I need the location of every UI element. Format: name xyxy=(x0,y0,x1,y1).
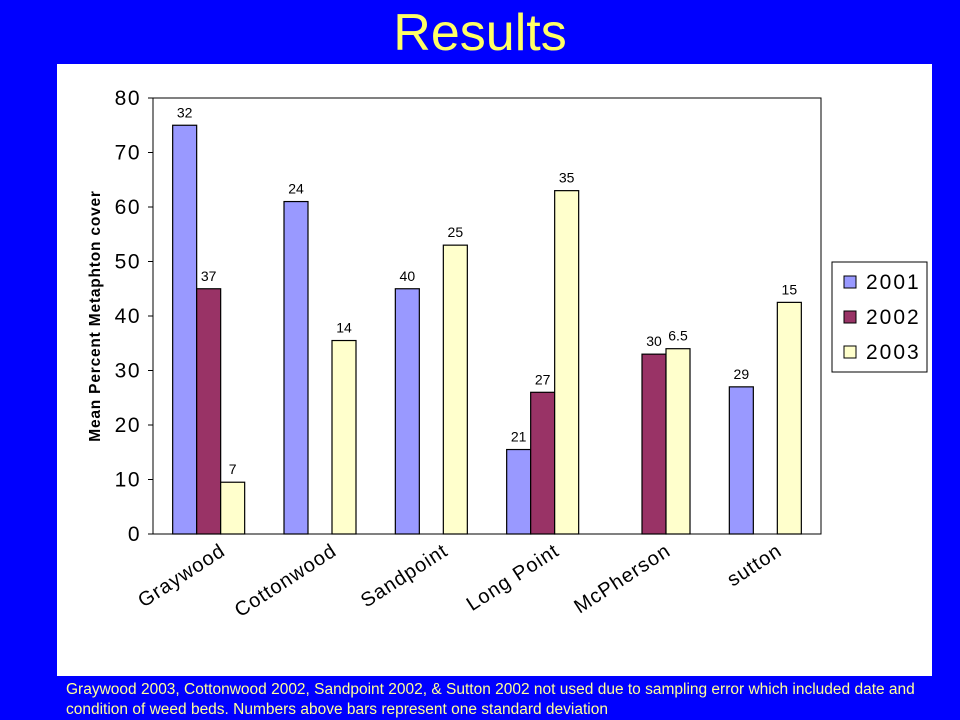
bar-2001 xyxy=(172,124,198,535)
plot-area xyxy=(152,97,822,535)
y-axis-title: Mean Percent Metaphton cover xyxy=(87,190,104,442)
legend-label: 2003 xyxy=(866,341,921,364)
legend-label: 2002 xyxy=(866,306,921,329)
bar-data-label: 29 xyxy=(734,366,750,382)
bar-data-label: 25 xyxy=(448,224,464,240)
bar-data-label: 37 xyxy=(201,268,217,284)
y-tick-label: 80 xyxy=(115,87,141,110)
bar-2003 xyxy=(220,481,246,535)
bar-2003 xyxy=(776,301,802,535)
y-tick-label: 60 xyxy=(115,196,141,219)
bar-2001 xyxy=(506,448,532,535)
bar-data-label: 15 xyxy=(782,281,798,297)
x-category-label: Sandpoint xyxy=(357,540,452,612)
y-tick-label: 30 xyxy=(115,360,141,383)
bar-2003 xyxy=(665,348,691,535)
footnote-caption: Graywood 2003, Cottonwood 2002, Sandpoin… xyxy=(66,681,915,718)
bar-data-label: 35 xyxy=(559,170,575,186)
bar-data-label: 7 xyxy=(229,461,237,477)
y-tick-label: 10 xyxy=(115,469,141,492)
y-tick-label: 40 xyxy=(115,305,141,328)
chart-panel: 0 10 20 30 40 50 60 70 80 Mean Percent Metaphton … xyxy=(57,64,932,676)
y-tick-label: 0 xyxy=(128,523,141,546)
bar-2001 xyxy=(394,288,420,535)
bar-data-label: 24 xyxy=(288,181,304,197)
legend-swatch-2001 xyxy=(843,275,857,289)
bar-data-label: 30 xyxy=(646,333,662,349)
bar-2002 xyxy=(641,353,667,535)
x-category-label: McPherson xyxy=(570,540,674,618)
bar-data-label: 32 xyxy=(177,104,193,120)
bar-data-label: 21 xyxy=(511,429,527,445)
x-category-label: sutton xyxy=(723,540,786,591)
bar-chart: 0 10 20 30 40 50 60 70 80 Mean Percent Metaphton … xyxy=(87,87,928,622)
y-tick-label: 50 xyxy=(115,251,141,274)
bar-2003 xyxy=(442,244,468,535)
bar-data-label: 14 xyxy=(336,320,352,336)
y-tick-label: 20 xyxy=(115,414,141,437)
bar-data-label: 6.5 xyxy=(668,328,688,344)
bar-data-label: 40 xyxy=(400,268,416,284)
y-tick-label: 70 xyxy=(115,142,141,165)
bar-2003 xyxy=(331,339,357,535)
x-category-label: Graywood xyxy=(134,540,229,612)
legend-swatch-2003 xyxy=(843,345,857,359)
bar-2001 xyxy=(728,386,754,535)
x-category-label: Long Point xyxy=(463,540,564,616)
bar-2003 xyxy=(554,190,580,535)
slide-title: Results xyxy=(393,4,567,62)
bar-2002 xyxy=(530,391,556,535)
legend-label: 2001 xyxy=(866,271,921,294)
bar-2002 xyxy=(196,288,222,535)
legend-swatch-2002 xyxy=(843,310,857,324)
x-category-label: Cottonwood xyxy=(231,540,341,622)
bar-data-label: 27 xyxy=(535,371,551,387)
bar-2001 xyxy=(283,200,309,535)
